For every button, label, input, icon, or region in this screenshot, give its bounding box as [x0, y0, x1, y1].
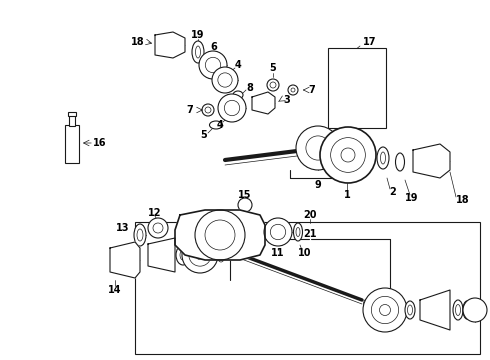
Ellipse shape: [294, 223, 302, 241]
Ellipse shape: [377, 147, 389, 169]
Polygon shape: [175, 210, 265, 260]
Circle shape: [224, 100, 240, 116]
Bar: [65, 125, 79, 163]
Text: 19: 19: [191, 30, 205, 40]
Circle shape: [218, 73, 232, 87]
Text: 3: 3: [284, 95, 291, 105]
Text: 6: 6: [211, 42, 218, 52]
Ellipse shape: [456, 305, 461, 315]
Circle shape: [320, 127, 376, 183]
Circle shape: [463, 298, 487, 322]
Polygon shape: [252, 92, 275, 114]
Text: 8: 8: [246, 83, 253, 93]
Text: 7: 7: [187, 105, 194, 115]
Text: 4: 4: [217, 120, 223, 130]
Text: 18: 18: [456, 195, 470, 205]
Text: 21: 21: [303, 229, 317, 239]
Text: 14: 14: [108, 285, 122, 295]
Ellipse shape: [463, 301, 471, 319]
Ellipse shape: [192, 41, 204, 63]
Polygon shape: [148, 238, 175, 272]
Circle shape: [153, 223, 163, 233]
Circle shape: [296, 126, 340, 170]
Polygon shape: [413, 144, 450, 178]
Ellipse shape: [405, 301, 415, 319]
Ellipse shape: [453, 300, 463, 320]
Bar: [69, 115, 75, 126]
Text: 20: 20: [303, 210, 317, 220]
Text: 10: 10: [298, 248, 312, 258]
Ellipse shape: [395, 153, 405, 171]
Circle shape: [264, 218, 292, 246]
Circle shape: [189, 244, 211, 266]
Text: 16: 16: [93, 138, 107, 148]
Text: 4: 4: [235, 60, 242, 70]
Text: 7: 7: [309, 85, 316, 95]
Ellipse shape: [137, 229, 143, 241]
Ellipse shape: [219, 251, 223, 259]
Circle shape: [270, 224, 286, 240]
Ellipse shape: [267, 79, 279, 91]
Bar: [135, 222, 480, 354]
Polygon shape: [420, 290, 450, 330]
Ellipse shape: [210, 121, 222, 129]
Circle shape: [195, 210, 245, 260]
Ellipse shape: [270, 82, 276, 88]
Circle shape: [196, 251, 204, 260]
Circle shape: [212, 67, 238, 93]
Text: 9: 9: [315, 180, 321, 190]
Ellipse shape: [134, 224, 146, 246]
Ellipse shape: [364, 299, 370, 309]
Circle shape: [363, 288, 407, 332]
Circle shape: [205, 57, 221, 73]
Text: 15: 15: [238, 190, 252, 200]
Text: 2: 2: [390, 187, 396, 197]
Circle shape: [341, 148, 355, 162]
Ellipse shape: [205, 107, 211, 113]
Ellipse shape: [202, 104, 214, 116]
Text: 13: 13: [116, 223, 130, 233]
Text: 5: 5: [270, 63, 276, 73]
Text: 11: 11: [271, 248, 285, 258]
Text: 1: 1: [343, 190, 350, 200]
Circle shape: [306, 136, 330, 160]
Circle shape: [238, 198, 252, 212]
Text: 5: 5: [200, 130, 207, 140]
Circle shape: [199, 51, 227, 79]
Text: 18: 18: [131, 37, 145, 47]
Ellipse shape: [288, 85, 298, 95]
Ellipse shape: [176, 245, 190, 265]
Ellipse shape: [180, 250, 186, 260]
Ellipse shape: [291, 88, 295, 92]
Ellipse shape: [233, 91, 243, 99]
Circle shape: [205, 220, 235, 250]
Circle shape: [218, 94, 246, 122]
Circle shape: [182, 237, 218, 273]
Ellipse shape: [408, 305, 413, 315]
Bar: [68, 112, 76, 116]
Ellipse shape: [217, 248, 225, 262]
Polygon shape: [110, 242, 140, 278]
Circle shape: [371, 296, 399, 324]
Text: 19: 19: [405, 193, 419, 203]
Circle shape: [379, 305, 391, 315]
Text: 12: 12: [148, 208, 162, 218]
Polygon shape: [155, 32, 185, 58]
Text: 17: 17: [363, 37, 377, 47]
Ellipse shape: [381, 152, 386, 164]
Ellipse shape: [196, 46, 200, 58]
Circle shape: [148, 218, 168, 238]
Bar: [328, 48, 386, 128]
Circle shape: [331, 138, 366, 172]
Ellipse shape: [296, 228, 300, 237]
